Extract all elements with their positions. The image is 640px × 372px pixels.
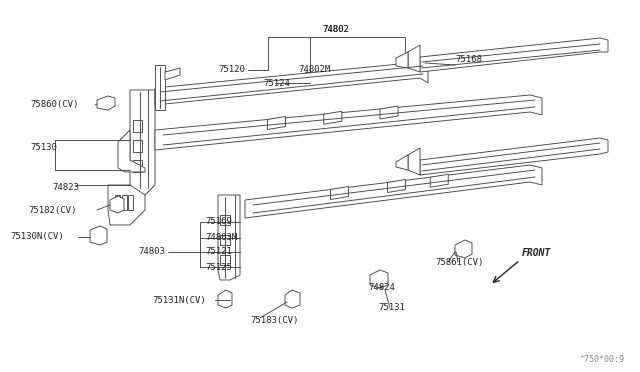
Polygon shape bbox=[245, 165, 542, 218]
Polygon shape bbox=[408, 148, 420, 175]
Polygon shape bbox=[155, 62, 428, 105]
Text: ^750*00:9: ^750*00:9 bbox=[580, 356, 625, 365]
Polygon shape bbox=[285, 290, 300, 308]
Polygon shape bbox=[115, 195, 120, 210]
Polygon shape bbox=[122, 195, 127, 210]
Text: 75130: 75130 bbox=[30, 144, 57, 153]
Polygon shape bbox=[408, 45, 420, 72]
Text: 75183(CV): 75183(CV) bbox=[250, 315, 298, 324]
Polygon shape bbox=[110, 196, 124, 213]
Text: 74802: 74802 bbox=[323, 26, 349, 35]
Text: 75124: 75124 bbox=[263, 78, 290, 87]
Polygon shape bbox=[130, 90, 155, 195]
Polygon shape bbox=[155, 65, 165, 110]
Polygon shape bbox=[90, 226, 107, 245]
Polygon shape bbox=[220, 215, 230, 225]
Text: 74824: 74824 bbox=[368, 282, 395, 292]
Polygon shape bbox=[396, 155, 408, 170]
Text: 75121: 75121 bbox=[205, 247, 232, 257]
Text: 75860(CV): 75860(CV) bbox=[30, 100, 78, 109]
Text: 74823: 74823 bbox=[52, 183, 79, 192]
Text: 75169: 75169 bbox=[205, 218, 232, 227]
Polygon shape bbox=[218, 195, 240, 280]
Polygon shape bbox=[380, 106, 398, 119]
Polygon shape bbox=[220, 235, 230, 245]
Polygon shape bbox=[396, 52, 408, 68]
Text: FRONT: FRONT bbox=[522, 248, 552, 258]
Polygon shape bbox=[387, 180, 406, 192]
Text: 75131N(CV): 75131N(CV) bbox=[152, 295, 205, 305]
Polygon shape bbox=[133, 160, 142, 172]
Text: 75861(CV): 75861(CV) bbox=[435, 257, 483, 266]
Text: 74803M: 74803M bbox=[205, 234, 237, 243]
Text: 75131: 75131 bbox=[378, 304, 405, 312]
Polygon shape bbox=[324, 111, 342, 124]
Polygon shape bbox=[155, 95, 542, 150]
Text: 75182(CV): 75182(CV) bbox=[28, 205, 76, 215]
Text: 75168: 75168 bbox=[455, 55, 482, 64]
Polygon shape bbox=[420, 138, 608, 175]
Polygon shape bbox=[268, 116, 285, 129]
Polygon shape bbox=[133, 120, 142, 132]
Text: 75125: 75125 bbox=[205, 263, 232, 272]
Text: 75130N(CV): 75130N(CV) bbox=[10, 232, 64, 241]
Polygon shape bbox=[133, 140, 142, 152]
Text: 74803: 74803 bbox=[138, 247, 165, 257]
Polygon shape bbox=[108, 185, 145, 225]
Text: 74802M: 74802M bbox=[298, 65, 330, 74]
Polygon shape bbox=[220, 255, 230, 265]
Polygon shape bbox=[430, 174, 448, 187]
Text: 74802: 74802 bbox=[323, 26, 349, 35]
Polygon shape bbox=[420, 38, 608, 72]
Polygon shape bbox=[370, 270, 388, 288]
Polygon shape bbox=[218, 290, 232, 308]
Text: 75120: 75120 bbox=[218, 65, 245, 74]
Polygon shape bbox=[128, 195, 133, 210]
Polygon shape bbox=[118, 130, 145, 172]
Polygon shape bbox=[330, 186, 349, 199]
Polygon shape bbox=[165, 68, 180, 80]
Polygon shape bbox=[97, 96, 115, 110]
Polygon shape bbox=[455, 240, 472, 258]
